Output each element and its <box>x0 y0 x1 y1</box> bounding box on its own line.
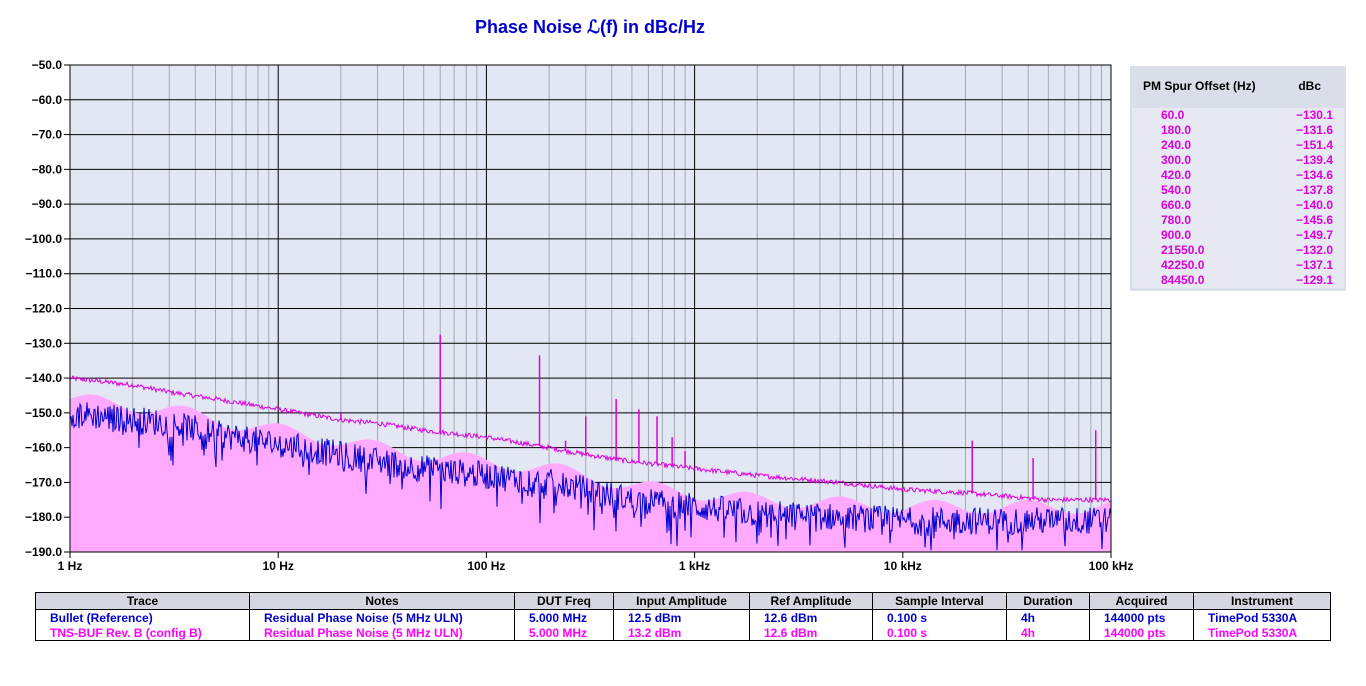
spur-dbc-value: −145.6 <box>1295 213 1333 227</box>
y-tick-label: −90.0 <box>32 197 63 211</box>
spur-offset-value: 300.0 <box>1161 153 1192 167</box>
y-tick-label: −130.0 <box>25 336 62 350</box>
legend-header-notes: Notes <box>249 592 515 610</box>
spur-dbc-value: −131.6 <box>1295 123 1333 137</box>
spur-dbc-value: −129.1 <box>1295 273 1333 287</box>
legend-cell-duration: 4h <box>1006 609 1090 625</box>
spur-offset-value: 21550.0 <box>1161 243 1205 257</box>
spur-dbc-value: −137.1 <box>1295 258 1333 272</box>
y-tick-label: −180.0 <box>25 510 62 524</box>
spur-row: 84450.0 −129.1 <box>1132 273 1344 288</box>
legend-cell-acquired: 144000 pts <box>1089 625 1194 641</box>
spur-row: 900.0 −149.7 <box>1132 228 1344 243</box>
legend-header-ref-amplitude: Ref Amplitude <box>749 592 873 610</box>
y-tick-label: −170.0 <box>25 475 62 489</box>
spur-dbc-value: −151.4 <box>1295 138 1333 152</box>
legend-cell-notes: Residual Phase Noise (5 MHz ULN) <box>249 625 515 641</box>
legend-cell-ref-amplitude: 12.6 dBm <box>749 625 873 641</box>
legend-cell-dut-freq: 5.000 MHz <box>514 609 614 625</box>
spur-row: 180.0 −131.6 <box>1132 123 1344 138</box>
y-tick-label: −50.0 <box>32 58 63 72</box>
spur-row: 540.0 −137.8 <box>1132 183 1344 198</box>
series-line-tns-buf <box>69 375 1112 504</box>
spur-offset-value: 60.0 <box>1161 108 1185 122</box>
spur-row: 660.0 −140.0 <box>1132 198 1344 213</box>
spur-row: 60.0 −130.1 <box>1132 108 1344 123</box>
spur-dbc-value: −132.0 <box>1295 243 1333 257</box>
y-tick-label: −190.0 <box>25 545 62 559</box>
spur-offset-value: 540.0 <box>1161 183 1192 197</box>
spur-dbc-value: −149.7 <box>1295 228 1333 242</box>
spur-offset-value: 660.0 <box>1161 198 1192 212</box>
x-tick-label: 1 Hz <box>58 559 83 573</box>
spur-row: 21550.0 −132.0 <box>1132 243 1344 258</box>
y-tick-label: −110.0 <box>26 267 63 281</box>
spur-header-dbc: dBc <box>1298 79 1321 93</box>
spur-dbc-value: −130.1 <box>1295 108 1333 122</box>
spur-row: 300.0 −139.4 <box>1132 153 1344 168</box>
legend-row-tns-buf: TNS-BUF Rev. B (config B) Residual Phase… <box>35 625 1331 641</box>
spur-offset-value: 240.0 <box>1161 138 1192 152</box>
legend-cell-instrument: TimePod 5330A <box>1193 625 1331 641</box>
spur-dbc-value: −139.4 <box>1295 153 1333 167</box>
legend-header-input-amplitude: Input Amplitude <box>613 592 750 610</box>
spur-dbc-value: −137.8 <box>1295 183 1333 197</box>
x-tick-label: 100 Hz <box>467 559 505 573</box>
legend-cell-notes: Residual Phase Noise (5 MHz ULN) <box>249 609 515 625</box>
legend-cell-dut-freq: 5.000 MHz <box>514 625 614 641</box>
trace-legend-table: Trace Notes DUT Freq Input Amplitude Ref… <box>35 592 1331 641</box>
spur-row: 780.0 −145.6 <box>1132 213 1344 228</box>
y-tick-label: −70.0 <box>32 128 63 142</box>
legend-cell-duration: 4h <box>1006 625 1090 641</box>
y-tick-label: −80.0 <box>32 162 63 176</box>
series-line-bullet <box>69 402 1112 551</box>
spur-offset-value: 42250.0 <box>1161 258 1205 272</box>
spur-offset-value: 900.0 <box>1161 228 1192 242</box>
y-tick-label: −140.0 <box>25 371 62 385</box>
legend-header-row: Trace Notes DUT Freq Input Amplitude Ref… <box>35 592 1331 610</box>
y-tick-label: −100.0 <box>25 232 62 246</box>
spur-table-panel: PM Spur Offset (Hz) dBc 60.0 −130.1 180.0 −… <box>1130 66 1346 291</box>
x-tick-label: 10 kHz <box>884 559 922 573</box>
spur-table-header: PM Spur Offset (Hz) dBc <box>1130 79 1346 95</box>
x-tick-label: 1 kHz <box>679 559 710 573</box>
legend-cell-input-amplitude: 13.2 dBm <box>613 625 750 641</box>
legend-cell-trace: Bullet (Reference) <box>35 609 250 625</box>
legend-cell-instrument: TimePod 5330A <box>1193 609 1331 625</box>
legend-header-trace: Trace <box>35 592 250 610</box>
legend-cell-acquired: 144000 pts <box>1089 609 1194 625</box>
spur-offset-value: 180.0 <box>1161 123 1192 137</box>
legend-cell-ref-amplitude: 12.6 dBm <box>749 609 873 625</box>
spur-header-offset: PM Spur Offset (Hz) <box>1143 79 1256 93</box>
spur-row: 420.0 −134.6 <box>1132 168 1344 183</box>
legend-cell-trace: TNS-BUF Rev. B (config B) <box>35 625 250 641</box>
legend-row-bullet: Bullet (Reference) Residual Phase Noise … <box>35 609 1331 625</box>
x-tick-label: 100 kHz <box>1089 559 1134 573</box>
y-tick-label: −150.0 <box>25 406 62 420</box>
spur-offset-value: 84450.0 <box>1161 273 1205 287</box>
legend-header-acquired: Acquired <box>1089 592 1194 610</box>
spur-row: 240.0 −151.4 <box>1132 138 1344 153</box>
phase-noise-chart: −50.0 −60.0 −70.0 −80.0 −90.0 −100.0 −110.0 −12… <box>25 58 1134 573</box>
legend-cell-sample-interval: 0.100 s <box>872 625 1007 641</box>
y-tick-label: −160.0 <box>25 441 62 455</box>
spur-row: 42250.0 −137.1 <box>1132 258 1344 273</box>
chart-title: Phase Noise ℒ(f) in dBc/Hz <box>474 17 705 37</box>
legend-cell-sample-interval: 0.100 s <box>872 609 1007 625</box>
legend-header-sample-interval: Sample Interval <box>872 592 1007 610</box>
y-tick-label: −60.0 <box>32 93 63 107</box>
legend-header-duration: Duration <box>1006 592 1090 610</box>
legend-cell-input-amplitude: 12.5 dBm <box>613 609 750 625</box>
spur-dbc-value: −134.6 <box>1295 168 1333 182</box>
legend-header-instrument: Instrument <box>1193 592 1331 610</box>
spur-offset-value: 780.0 <box>1161 213 1192 227</box>
y-tick-label: −120.0 <box>25 302 62 316</box>
spur-dbc-value: −140.0 <box>1295 198 1333 212</box>
spur-offset-value: 420.0 <box>1161 168 1192 182</box>
spur-table-body: 60.0 −130.1 180.0 −131.6 240.0 −151.4 300.0 −13… <box>1132 108 1344 288</box>
x-tick-label: 10 Hz <box>263 559 294 573</box>
legend-header-dut-freq: DUT Freq <box>514 592 614 610</box>
